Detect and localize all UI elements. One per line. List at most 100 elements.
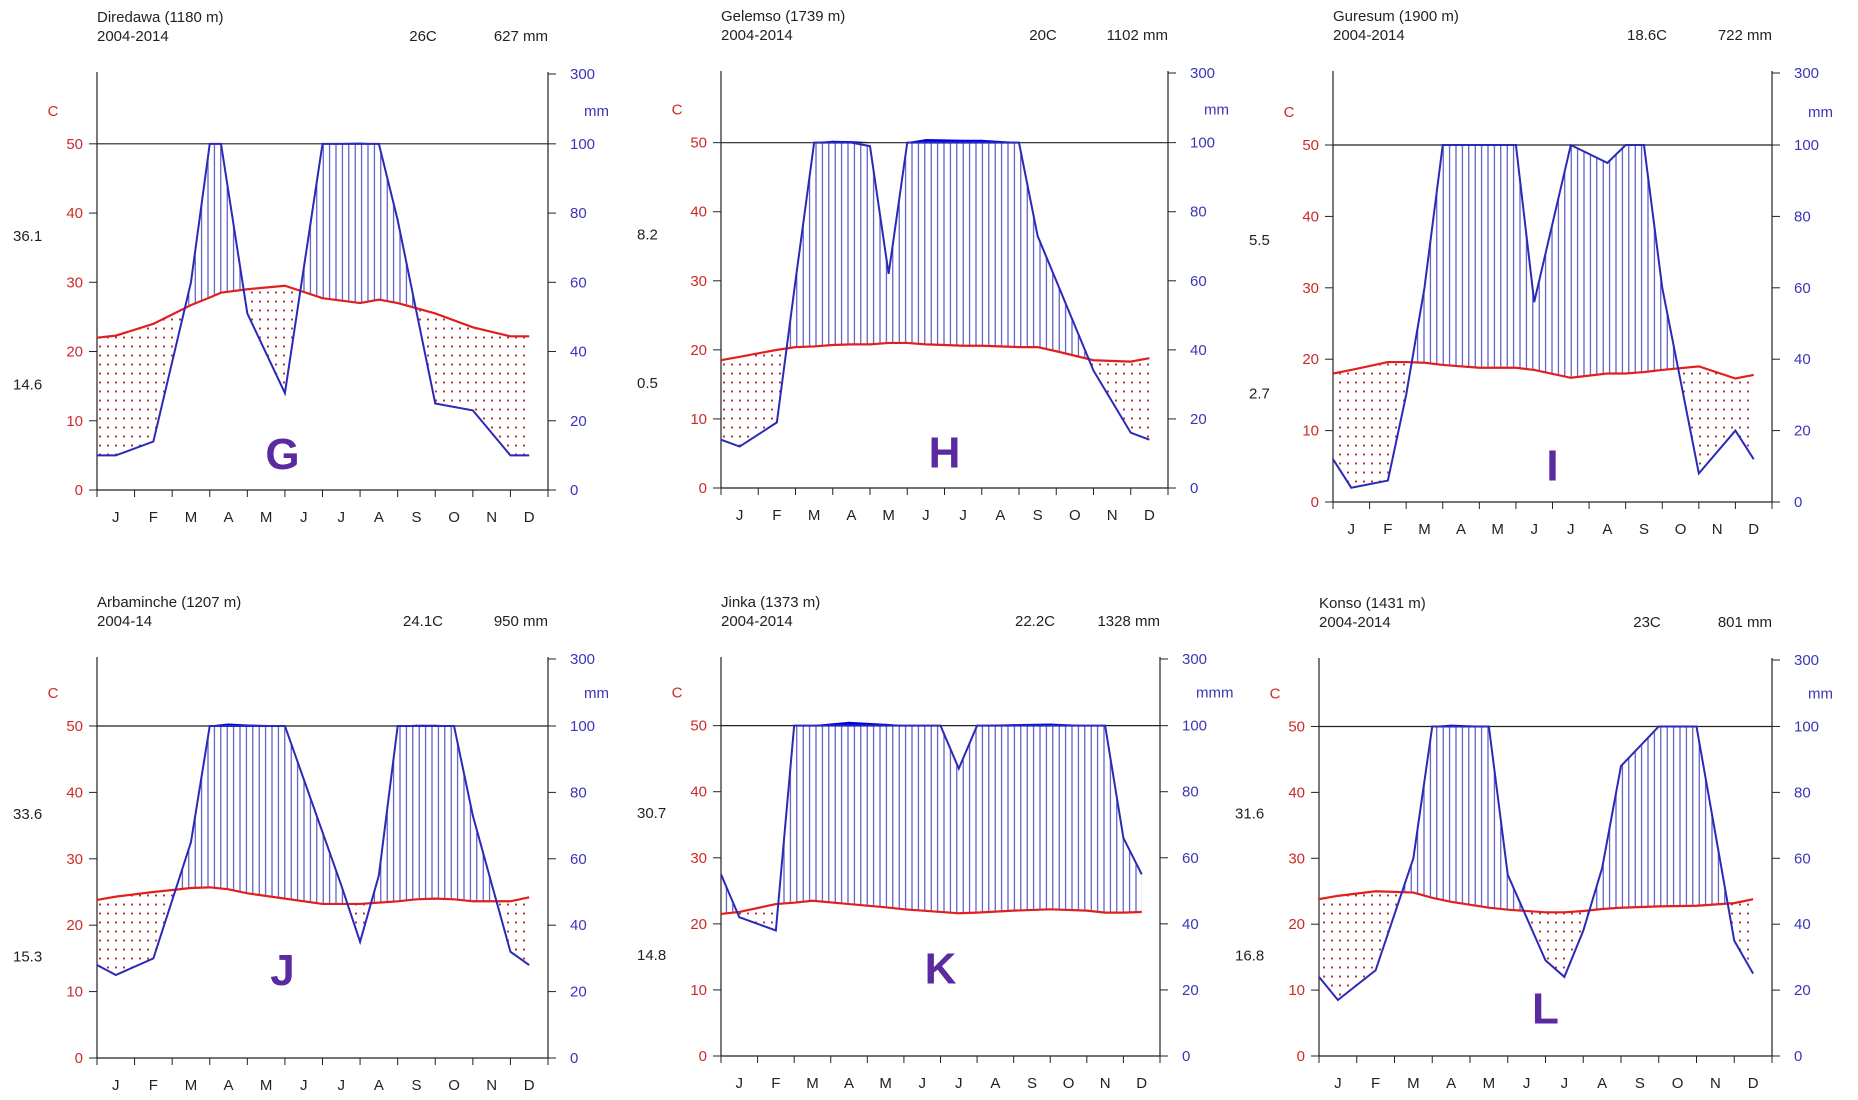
left-tick-label: 20: [1288, 916, 1305, 933]
month-label: N: [1107, 507, 1118, 524]
month-label: S: [1027, 1075, 1037, 1092]
month-label: F: [771, 1075, 780, 1092]
right-unit-label: mm: [1204, 102, 1229, 119]
left-tick-label: 50: [66, 136, 83, 153]
month-label: O: [448, 1077, 460, 1094]
left-tick-label: 40: [690, 204, 707, 221]
annual-precipitation: 722 mm: [1718, 27, 1772, 44]
station-name: Jinka (1373 m): [721, 594, 820, 611]
station-name: Diredawa (1180 m): [97, 9, 223, 26]
arid-period-area: [1319, 891, 1402, 1000]
right-tick-label: 20: [570, 984, 587, 1001]
month-label: O: [1069, 507, 1081, 524]
right-unit-label: mmm: [1196, 685, 1234, 702]
month-label: J: [736, 507, 744, 524]
side-value-bottom: 14.6: [13, 377, 42, 394]
left-tick-label: 50: [66, 718, 83, 735]
arid-period-area: [415, 308, 530, 456]
left-tick-label: 0: [1311, 494, 1319, 511]
left-tick-label: 30: [66, 851, 83, 868]
mean-temperature: 23C: [1633, 614, 1661, 631]
month-label: D: [524, 509, 535, 526]
month-label: J: [736, 1075, 744, 1092]
precipitation-line: [720, 724, 1143, 932]
humid-period-area: [371, 725, 497, 904]
right-tick-label: 60: [570, 851, 587, 868]
right-tick-label: 80: [570, 784, 587, 801]
right-tick-label: 300: [1794, 652, 1819, 669]
right-tick-label: 60: [1182, 850, 1199, 867]
right-unit-label: mm: [584, 685, 609, 702]
annual-precipitation: 801 mm: [1718, 614, 1772, 631]
record-period: 2004-2014: [1319, 614, 1391, 631]
left-tick-label: 50: [690, 718, 707, 735]
right-unit-label: mm: [1808, 685, 1833, 702]
month-label: D: [524, 1077, 535, 1094]
right-tick-label: 80: [1794, 784, 1811, 801]
temperature-line: [96, 886, 530, 906]
month-label: O: [1675, 521, 1687, 538]
month-label: M: [260, 509, 273, 526]
month-label: S: [1033, 507, 1043, 524]
humid-period-area: [1411, 145, 1679, 378]
right-tick-label: 80: [570, 205, 587, 222]
month-label: M: [882, 507, 895, 524]
side-value-top: 33.6: [13, 806, 42, 823]
left-tick-label: 40: [1288, 784, 1305, 801]
month-label: M: [808, 507, 821, 524]
right-tick-label: 20: [1794, 423, 1811, 440]
left-tick-label: 0: [75, 1050, 83, 1067]
left-tick-label: 10: [66, 984, 83, 1001]
month-label: F: [1383, 521, 1392, 538]
month-label: S: [1635, 1075, 1645, 1092]
right-tick-label: 60: [570, 274, 587, 291]
month-label: F: [772, 507, 781, 524]
month-label: A: [1602, 521, 1612, 538]
side-value-top: 31.6: [1235, 806, 1264, 823]
left-tick-label: 40: [66, 784, 83, 801]
temperature-line: [1318, 890, 1754, 914]
left-tick-label: 30: [1288, 850, 1305, 867]
mean-temperature: 26C: [409, 28, 437, 45]
temperature-line: [720, 341, 1150, 363]
humid-period-area: [175, 725, 348, 904]
arid-period-area: [1088, 358, 1150, 440]
left-tick-label: 10: [1302, 423, 1319, 440]
left-tick-label: 30: [66, 274, 83, 291]
month-label: D: [1748, 521, 1759, 538]
annual-precipitation: 627 mm: [494, 28, 548, 45]
month-label: A: [1597, 1075, 1607, 1092]
left-tick-label: 20: [66, 344, 83, 361]
right-unit-label: mm: [584, 103, 609, 120]
arid-period-area: [347, 903, 372, 942]
humid-period-area: [184, 143, 244, 309]
right-tick-label: 80: [1794, 208, 1811, 225]
month-label: J: [922, 507, 930, 524]
month-label: J: [300, 1077, 308, 1094]
month-label: A: [990, 1075, 1000, 1092]
left-tick-label: 10: [1288, 982, 1305, 999]
right-tick-label: 0: [1794, 494, 1802, 511]
right-tick-label: 60: [1794, 280, 1811, 297]
annual-precipitation: 950 mm: [494, 613, 548, 630]
right-tick-label: 100: [570, 136, 595, 153]
annual-precipitation: 1328 mm: [1097, 613, 1160, 630]
month-label: M: [1407, 1075, 1420, 1092]
side-value-bottom: 2.7: [1249, 385, 1270, 402]
precipitation-line: [720, 141, 1150, 448]
arid-period-area: [721, 348, 787, 447]
record-period: 2004-2014: [721, 27, 793, 44]
mean-temperature: 22.2C: [1015, 613, 1055, 630]
mean-temperature: 24.1C: [403, 613, 443, 630]
month-label: N: [486, 509, 497, 526]
record-period: 2004-2014: [721, 613, 793, 630]
humid-period-area: [778, 725, 1142, 914]
month-label: N: [1710, 1075, 1721, 1092]
right-tick-label: 40: [1182, 916, 1199, 933]
left-tick-label: 50: [1302, 137, 1319, 154]
arid-period-area: [97, 889, 176, 975]
month-label: A: [224, 1077, 234, 1094]
month-label: M: [1418, 521, 1431, 538]
right-tick-label: 100: [1182, 718, 1207, 735]
mean-temperature: 18.6C: [1627, 27, 1667, 44]
